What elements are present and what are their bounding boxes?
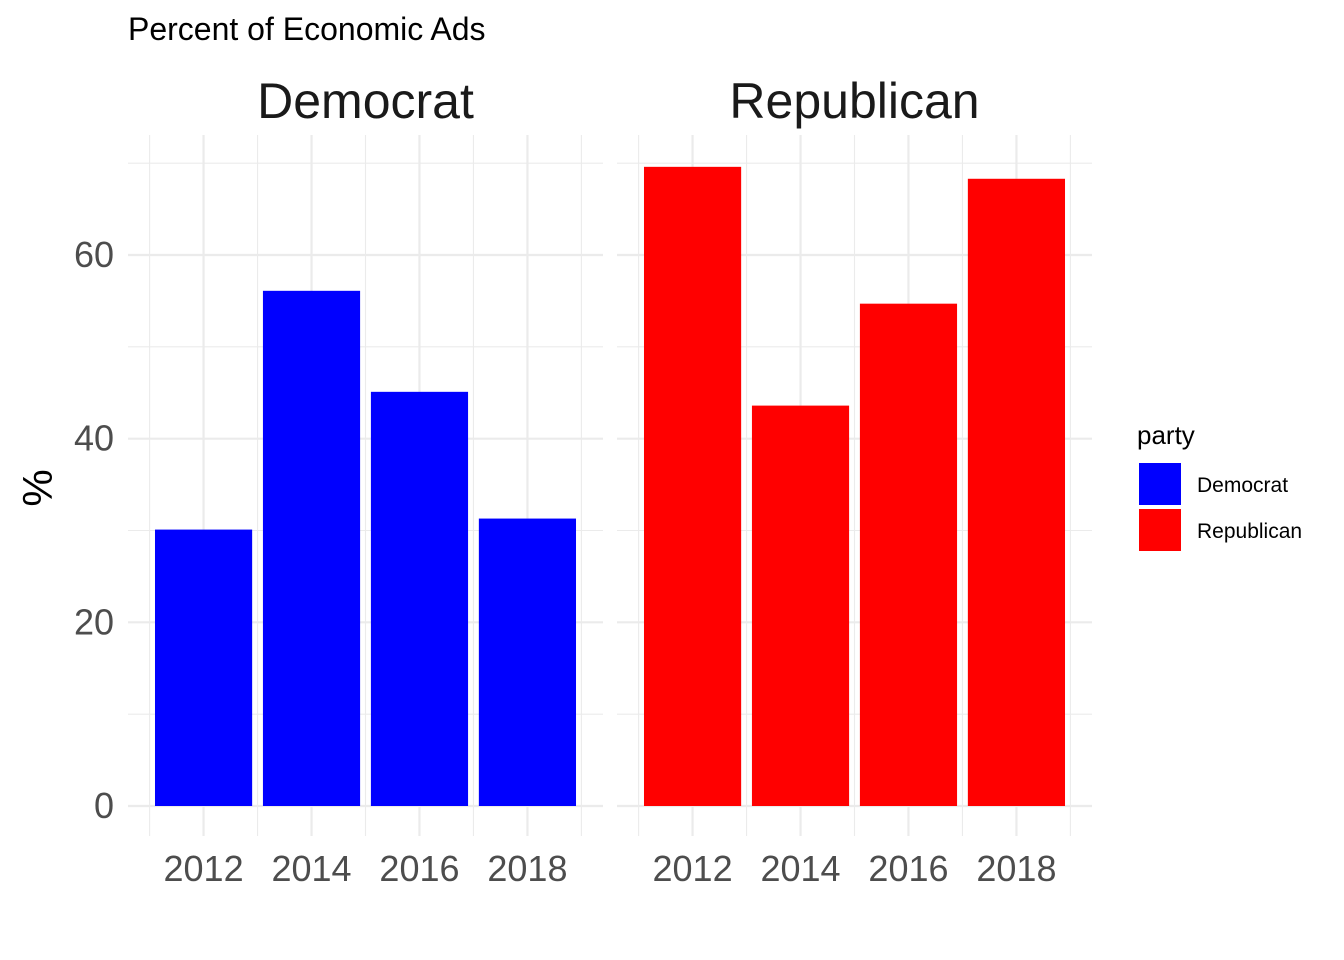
x-tick-label: 2012 — [164, 848, 244, 889]
facet-panels: 2012 2014 2016 2018 Democrat 2012 2014 2016 2018… — [128, 73, 1092, 889]
bar-democrat-2014 — [262, 290, 361, 806]
y-axis-ticks: 0 20 40 60 — [74, 234, 114, 826]
y-tick-label: 40 — [74, 418, 114, 459]
x-tick-label: 2018 — [487, 848, 567, 889]
legend-label-democrat: Democrat — [1197, 474, 1288, 497]
bar-republican-2018 — [967, 178, 1066, 807]
x-tick-label: 2016 — [868, 848, 948, 889]
facet-label: Democrat — [257, 73, 474, 129]
x-tick-label: 2012 — [653, 848, 733, 889]
x-tick-label: 2016 — [379, 848, 459, 889]
x-tick-label: 2018 — [976, 848, 1056, 889]
y-tick-label: 60 — [74, 234, 114, 275]
legend-swatch-republican — [1139, 509, 1181, 551]
x-tick-label: 2014 — [271, 848, 351, 889]
legend-title: party — [1137, 420, 1195, 450]
legend: party Democrat Republican — [1137, 420, 1302, 551]
legend-swatch-democrat — [1139, 463, 1181, 505]
chart-title: Percent of Economic Ads — [128, 11, 486, 47]
bar-republican-2012 — [643, 166, 742, 807]
bar-democrat-2016 — [370, 391, 469, 806]
panel-democrat: 2012 2014 2016 2018 Democrat — [128, 73, 603, 889]
y-tick-label: 0 — [94, 785, 114, 826]
bar-republican-2016 — [859, 303, 958, 806]
facet-label: Republican — [729, 73, 979, 129]
x-tick-label: 2014 — [760, 848, 840, 889]
bar-republican-2014 — [751, 405, 850, 806]
y-axis-label: % — [14, 469, 61, 506]
legend-label-republican: Republican — [1197, 520, 1302, 543]
panel-republican: 2012 2014 2016 2018 Republican — [617, 73, 1092, 889]
bar-democrat-2018 — [478, 518, 577, 806]
y-tick-label: 20 — [74, 601, 114, 642]
bar-democrat-2012 — [154, 529, 253, 806]
